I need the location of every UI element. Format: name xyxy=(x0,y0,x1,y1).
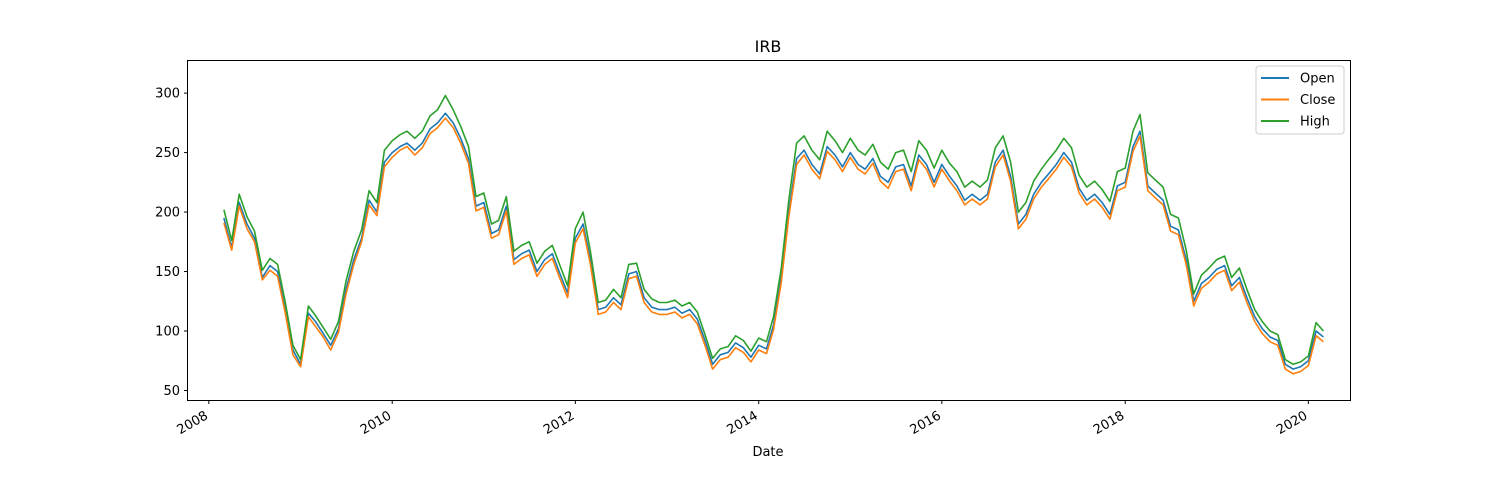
chart-title: IRB xyxy=(755,37,782,56)
legend-box xyxy=(1255,65,1345,135)
y-axis: 50 100 150 200 250 300 xyxy=(155,87,188,399)
plot-frame xyxy=(187,60,1351,401)
y-tick-label-250: 250 xyxy=(155,146,180,161)
legend-label-high: High xyxy=(1300,115,1330,130)
plot-area xyxy=(223,94,1325,375)
series-line-close xyxy=(223,117,1324,375)
y-tick-label-300: 300 xyxy=(155,87,180,102)
series-line-high xyxy=(223,94,1325,366)
x-axis-title: Date xyxy=(752,445,783,460)
y-tick-label-150: 150 xyxy=(155,265,180,280)
legend-label-open: Open xyxy=(1300,72,1335,87)
y-tick-label-50: 50 xyxy=(163,384,180,399)
y-tick-label-200: 200 xyxy=(155,206,180,221)
legend: Open Close High xyxy=(1255,65,1345,135)
y-tick-label-100: 100 xyxy=(155,325,180,340)
legend-label-close: Close xyxy=(1300,93,1335,108)
